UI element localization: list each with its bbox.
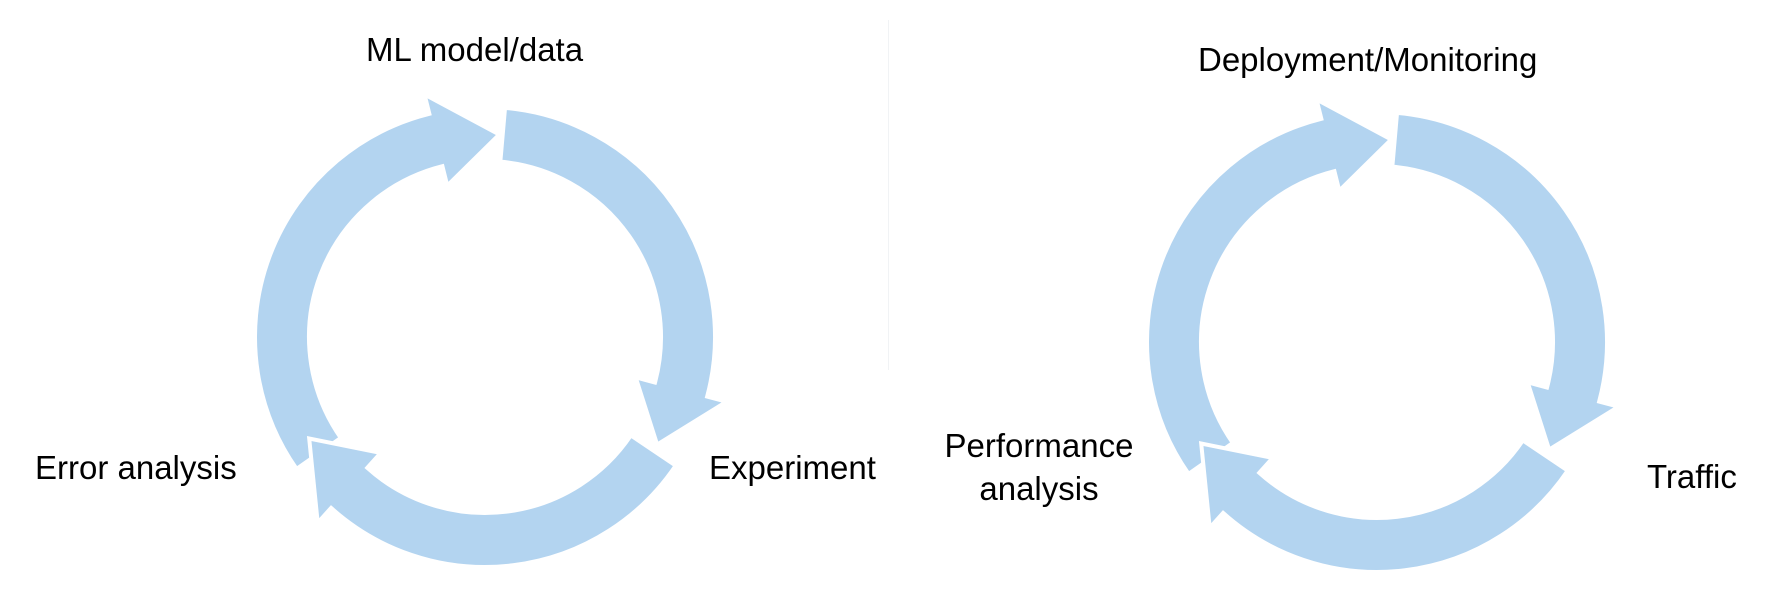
panel-divider — [888, 20, 889, 370]
label-error-analysis: Error analysis — [35, 449, 237, 486]
arrow-top-left-cycle — [253, 90, 503, 472]
label-performance: Performance — [944, 427, 1134, 464]
arrow-left-left-cycle — [306, 432, 679, 569]
label-analysis: analysis — [979, 470, 1099, 507]
arrow-top-right-cycle — [1145, 95, 1395, 477]
arrow-right-right-cycle — [1390, 110, 1624, 453]
arrow-right-left-cycle — [498, 105, 732, 448]
arrow-left-right-cycle — [1198, 437, 1571, 574]
label-performance-analysis: Performance analysis — [934, 424, 1144, 510]
label-experiment: Experiment — [709, 449, 876, 486]
label-ml-model-data: ML model/data — [366, 31, 584, 68]
label-traffic: Traffic — [1647, 458, 1737, 495]
label-deployment-monitoring: Deployment/Monitoring — [1198, 41, 1538, 78]
cycle-diagram-left: ML model/data Experiment Error analysis — [0, 0, 888, 590]
cycle-arrows-left — [253, 90, 732, 569]
